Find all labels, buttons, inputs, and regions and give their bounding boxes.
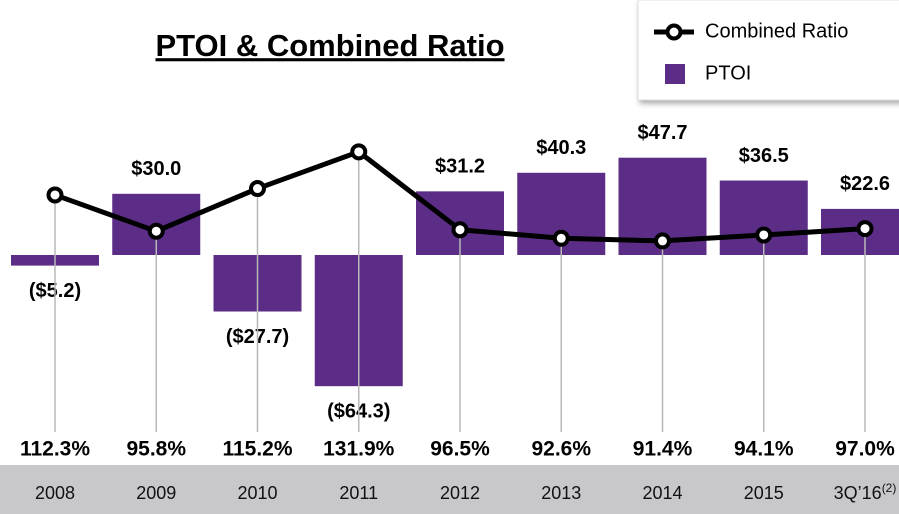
x-tick-label: 2012 xyxy=(440,483,480,503)
ratio-point xyxy=(856,220,874,238)
bar-value-label: $22.6 xyxy=(840,173,890,195)
x-tick-text: 2009 xyxy=(136,483,176,503)
ratio-value-label: 95.8% xyxy=(126,438,186,461)
category-band xyxy=(0,465,899,514)
x-tick-label: 2008 xyxy=(35,483,75,503)
legend-label: Combined Ratio xyxy=(705,20,848,42)
ratio-point xyxy=(46,186,64,204)
ratio-value-label: 94.1% xyxy=(734,438,794,461)
ratio-value-label: 112.3% xyxy=(20,438,90,461)
x-tick-text: 2014 xyxy=(642,483,682,503)
x-tick-text: 2010 xyxy=(237,483,277,503)
ratio-value-label: 131.9% xyxy=(323,438,395,461)
x-tick-text: 3Q’16 xyxy=(834,483,882,503)
bar-value-label: $30.0 xyxy=(131,158,181,180)
legend: Combined Ratio PTOI xyxy=(637,0,899,101)
x-tick-label: 2015 xyxy=(744,483,784,503)
ratio-value-label: 115.2% xyxy=(222,438,292,461)
x-tick-label: 2010 xyxy=(237,483,277,503)
ratio-point xyxy=(552,229,570,247)
x-tick-text: 2012 xyxy=(440,483,480,503)
legend-swatch xyxy=(665,64,685,84)
ratio-value-label: 96.5% xyxy=(430,438,490,461)
ratio-point xyxy=(147,222,165,240)
x-tick-label: 2011 xyxy=(339,483,378,503)
x-tick-label: 2013 xyxy=(541,483,581,503)
x-tick-label: 3Q’16(2) xyxy=(834,481,897,503)
x-tick-text: 2011 xyxy=(339,483,378,503)
ratio-point xyxy=(451,221,469,239)
legend-box xyxy=(637,0,899,101)
x-tick-label: 2009 xyxy=(136,483,176,503)
x-tick-text: 2008 xyxy=(35,483,75,503)
bar-value-label: $40.3 xyxy=(536,137,586,159)
ratio-value-label: 91.4% xyxy=(633,438,693,461)
bar-value-label: $47.7 xyxy=(637,122,687,144)
x-tick-text: 2013 xyxy=(541,483,581,503)
x-tick-label: 2014 xyxy=(642,483,682,503)
ratio-point xyxy=(654,232,671,250)
legend-marker xyxy=(665,23,683,41)
legend-label: PTOI xyxy=(705,62,751,84)
ratio-point xyxy=(755,226,773,244)
x-tick-note: (2) xyxy=(882,481,897,495)
chart-title: PTOI & Combined Ratio xyxy=(155,28,504,63)
ratio-value-label: 97.0% xyxy=(835,438,895,461)
bar-value-label: $36.5 xyxy=(739,145,789,167)
x-tick-text: 2015 xyxy=(744,483,784,503)
ratio-point xyxy=(249,180,266,198)
ratio-value-label: 92.6% xyxy=(531,438,591,461)
bar-value-label: $31.2 xyxy=(435,156,485,178)
ratio-point xyxy=(350,143,368,161)
